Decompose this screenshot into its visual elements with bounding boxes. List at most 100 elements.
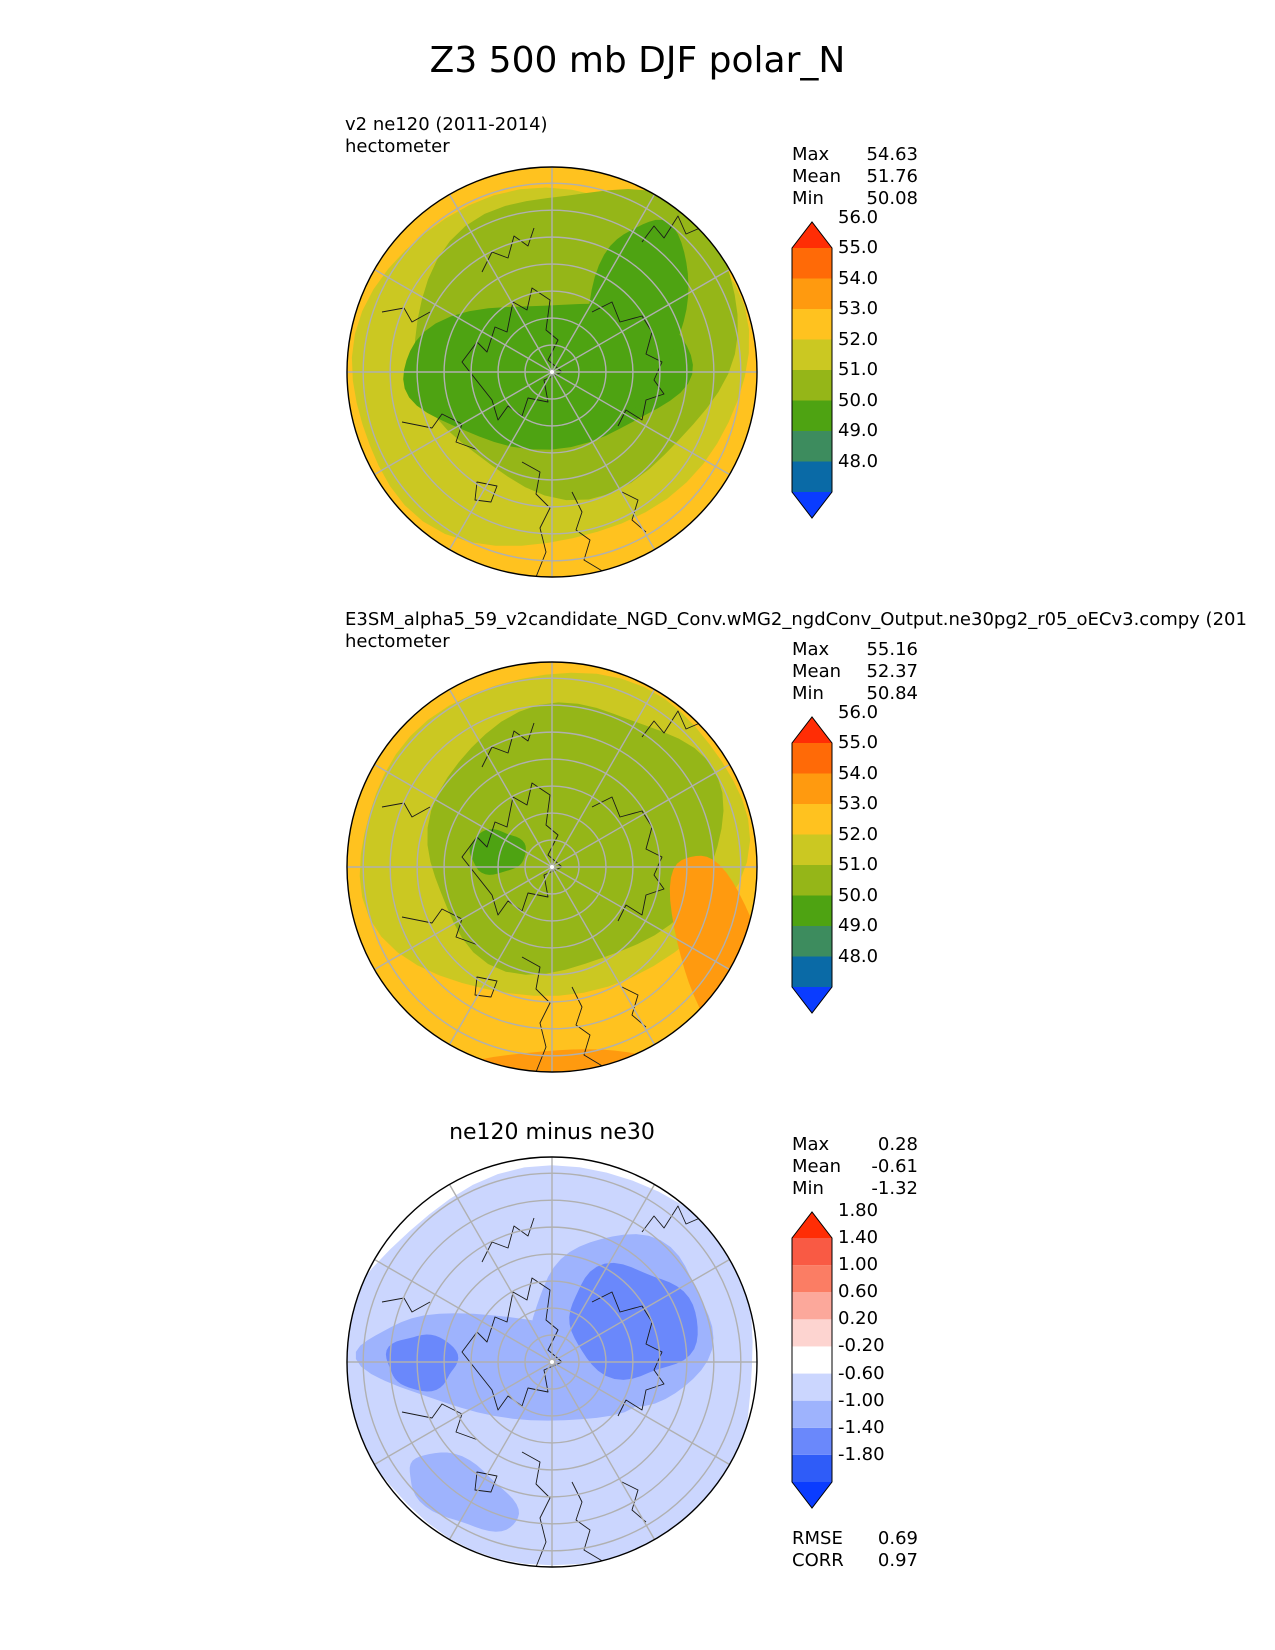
- coastline-3: [641, 710, 701, 738]
- coastline-6: [571, 491, 605, 573]
- contour-band-6: [569, 1262, 698, 1380]
- colorbar-band: [792, 865, 832, 896]
- colorbar-tick-label: 55.0: [838, 732, 879, 753]
- panel1-max-label: Max: [792, 144, 830, 165]
- colorbar-extend-bottom: [792, 987, 832, 1013]
- coastline-5: [521, 1451, 551, 1567]
- panel1-polar-map: [346, 166, 758, 578]
- panel2-polar-map: [346, 661, 758, 1073]
- colorbar-band: [792, 431, 832, 462]
- longitude-gridline: [551, 371, 730, 476]
- colorbar-band: [792, 956, 832, 987]
- panel3-max-label: Max: [792, 1134, 830, 1155]
- colorbar-band: [792, 278, 832, 309]
- coastline-2: [591, 796, 665, 922]
- longitude-gridline: [374, 1258, 553, 1363]
- colorbar-band: [792, 1454, 832, 1482]
- panel2-units: hectometer: [345, 631, 450, 652]
- contour-band-6: [347, 170, 410, 237]
- map-boundary: [346, 166, 758, 578]
- pole-marker: [550, 1360, 554, 1364]
- colorbar-tick-label: 0.20: [838, 1308, 879, 1330]
- colorbar-band: [792, 1373, 832, 1401]
- panel1-mean-value: 51.76: [866, 166, 918, 187]
- colorbar-tick-label: 56.0: [838, 701, 879, 723]
- panel1-units: hectometer: [345, 136, 450, 157]
- colorbar-band: [792, 1346, 832, 1374]
- colorbar-tick-label: 54.0: [838, 762, 879, 784]
- map-boundary: [346, 661, 758, 1073]
- colorbar-outline: [791, 1211, 833, 1509]
- figure-title: Z3 500 mb DJF polar_N: [429, 40, 846, 81]
- colorbar-tick-label: 51.0: [838, 854, 879, 875]
- coastline-6: [571, 986, 605, 1068]
- contour-band-7: [385, 1334, 459, 1392]
- colorbar-band: [792, 461, 832, 492]
- colorbar-tick-label: 49.0: [838, 420, 879, 441]
- colorbar-tick-label: 51.0: [838, 359, 879, 380]
- pole-marker: [550, 370, 554, 374]
- panel3-polar-map: [346, 1156, 758, 1568]
- colorbar-band: [792, 1238, 832, 1266]
- longitude-gridline: [551, 1258, 730, 1363]
- coastline-8: [481, 227, 535, 273]
- longitude-gridline: [448, 194, 553, 373]
- colorbar-band: [792, 370, 832, 401]
- longitude-gridline: [551, 268, 730, 373]
- panel1-mean-label: Mean: [792, 166, 842, 187]
- panel3-title: ne120 minus ne30: [449, 1120, 655, 1145]
- coastline-9: [381, 1297, 431, 1313]
- colorbar-tick-label: 52.0: [838, 823, 879, 845]
- contour-band-4: [469, 829, 526, 875]
- colorbar-tick-label: 54.0: [838, 267, 879, 289]
- colorbar-band: [792, 834, 832, 865]
- coastline-3: [641, 1205, 701, 1233]
- panel3-min-value: -1.32: [871, 1178, 918, 1199]
- panel3-corr-value: 0.97: [877, 1550, 918, 1571]
- panel1-min-label: Min: [792, 188, 824, 209]
- colorbar-extend-top: [792, 717, 832, 743]
- colorbar-band: [792, 1292, 832, 1320]
- longitude-gridline: [448, 1361, 553, 1540]
- colorbar-tick-label: -1.00: [838, 1389, 885, 1411]
- panel2-mean-label: Mean: [792, 661, 842, 682]
- colorbar-extend-top: [792, 222, 832, 248]
- colorbar-tick-label: 1.80: [838, 1199, 879, 1221]
- longitude-gridline: [448, 1184, 553, 1363]
- panel2-title-line1: E3SM_alpha5_59_v2candidate_NGD_Conv.wMG2…: [345, 609, 1247, 630]
- colorbar-extend-bottom: [792, 492, 832, 518]
- coastline-6: [571, 1481, 605, 1563]
- colorbar-tick-label: 49.0: [838, 915, 879, 936]
- longitude-gridline: [551, 763, 730, 868]
- colorbar-tick-label: 52.0: [838, 328, 879, 350]
- colorbar-band: [792, 1319, 832, 1347]
- coastline-4: [401, 413, 479, 451]
- colorbar-band: [792, 339, 832, 370]
- coastline-3: [641, 215, 701, 243]
- colorbar-tick-label: 50.0: [838, 389, 879, 411]
- panel3-mean-label: Mean: [792, 1156, 842, 1177]
- panel1-colorbar: [791, 221, 833, 519]
- colorbar-band: [792, 1400, 832, 1428]
- coastline-9: [381, 802, 431, 818]
- colorbar-band: [792, 248, 832, 279]
- panel2-max-value: 55.16: [866, 639, 918, 660]
- colorbar-extend-bottom: [792, 1482, 832, 1508]
- panel3-mean-value: -0.61: [871, 1156, 918, 1177]
- longitude-gridline: [374, 763, 553, 868]
- coastline-2: [591, 301, 665, 427]
- coastline-10: [474, 481, 498, 503]
- coastline-9: [381, 307, 431, 323]
- panel2-mean-value: 52.37: [866, 661, 918, 682]
- panel2-max-label: Max: [792, 639, 830, 660]
- colorbar-band: [792, 926, 832, 957]
- longitude-gridline: [551, 1361, 656, 1540]
- coastline-4: [401, 1403, 479, 1441]
- panel3-colorbar: [791, 1211, 833, 1509]
- colorbar-tick-label: -0.60: [838, 1362, 885, 1384]
- coastline-5: [521, 461, 551, 577]
- colorbar-tick-label: 56.0: [838, 206, 879, 228]
- panel2-colorbar: [791, 716, 833, 1014]
- coastline-10: [474, 1471, 498, 1493]
